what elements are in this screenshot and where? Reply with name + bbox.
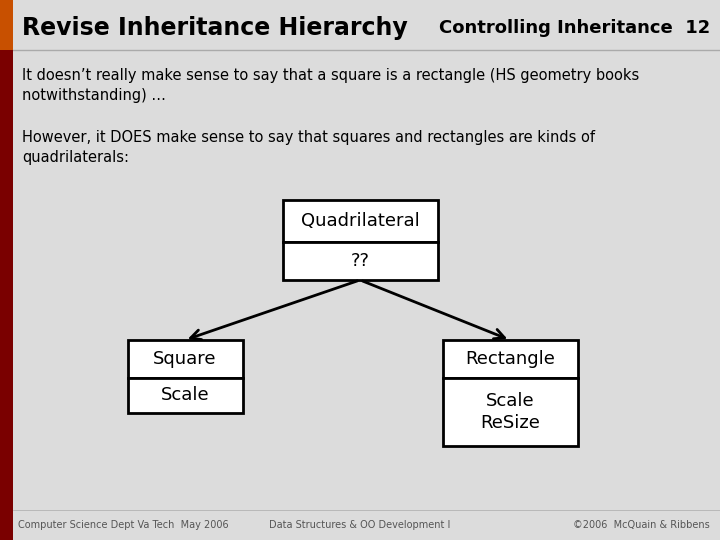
Text: Controlling Inheritance  12: Controlling Inheritance 12 (438, 19, 710, 37)
Text: Revise Inheritance Hierarchy: Revise Inheritance Hierarchy (22, 16, 408, 40)
Bar (282, 200, 438, 242)
Bar (443, 340, 577, 378)
Text: ReSize: ReSize (480, 414, 540, 433)
Text: Data Structures & OO Development I: Data Structures & OO Development I (269, 520, 451, 530)
Bar (127, 378, 243, 413)
Text: Computer Science Dept Va Tech  May 2006: Computer Science Dept Va Tech May 2006 (18, 520, 229, 530)
Text: However, it DOES make sense to say that squares and rectangles are kinds of
quad: However, it DOES make sense to say that … (22, 130, 595, 165)
Bar (0, 50, 13, 540)
Bar (282, 242, 438, 280)
Bar (127, 340, 243, 378)
Text: Square: Square (153, 350, 217, 368)
Text: Quadrilateral: Quadrilateral (301, 212, 419, 230)
Text: Scale: Scale (486, 392, 534, 410)
Bar (443, 378, 577, 446)
Text: Scale: Scale (161, 387, 210, 404)
Text: It doesn’t really make sense to say that a square is a rectangle (HS geometry bo: It doesn’t really make sense to say that… (22, 68, 639, 103)
Text: ??: ?? (351, 252, 369, 270)
Text: ©2006  McQuain & Ribbens: ©2006 McQuain & Ribbens (573, 520, 710, 530)
Text: Rectangle: Rectangle (465, 350, 555, 368)
Bar (0, 0, 13, 50)
